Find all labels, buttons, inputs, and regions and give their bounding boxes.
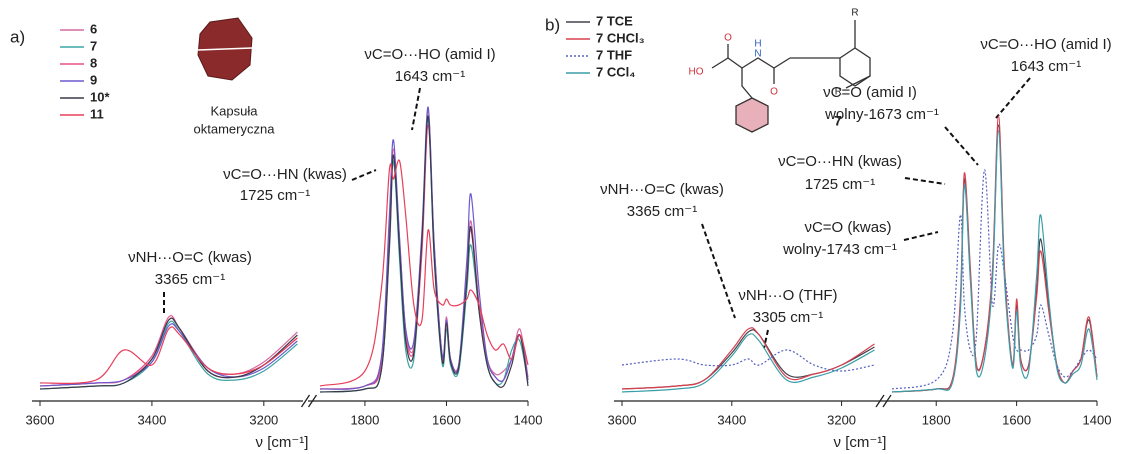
annotation: 1725 cm⁻¹ [240,187,310,204]
molecule [711,20,871,133]
x-axis-label: ν [cm⁻¹] [256,434,309,451]
panel-a: a) Kapsuła oktameryczna νNH···O=C (kwas)… [10,17,543,451]
legend-label: 11 [90,106,104,121]
spectrum-line [621,169,1098,390]
inset-label: oktameryczna [194,121,276,136]
x-tick-label: 1400 [1083,412,1112,427]
annotation: νNH···O=C (kwas) [128,249,252,266]
legend-label: 7 CHCl₃ [596,30,645,45]
leader-line [944,126,979,166]
legend-label: 6 [90,21,97,36]
leader-line [903,231,939,241]
annotation: νC=O (amid I) [823,84,917,101]
atom-label: N [754,49,761,60]
annotation: 1643 cm⁻¹ [1011,58,1081,75]
spectrum-line [39,115,529,393]
annotation: νC=O···HN (kwas) [223,166,347,183]
x-tick-label: 3600 [608,412,637,427]
panel-label: a) [10,27,25,46]
x-tick-label: 1800 [350,412,379,427]
atom-label: O [770,87,778,98]
annotation: 3305 cm⁻¹ [753,309,823,326]
annotation: νC=O···HN (kwas) [778,153,902,170]
inset-label: Kapsuła [211,103,259,118]
x-tick-label: 3200 [827,412,856,427]
axis-break [307,394,318,408]
leader-line [995,77,1031,119]
annotation: νC=O···HO (amid I) [980,36,1111,53]
atom-label: R [835,87,842,98]
atom-label: HO [689,67,704,78]
x-tick-label: 3200 [249,412,278,427]
legend-label: 9 [90,72,97,87]
annotation: νNH···O (THF) [738,287,837,304]
leader-line [904,177,946,185]
axis-break [300,394,311,408]
x-axis-label: ν [cm⁻¹] [834,434,887,451]
legend-label: 10* [90,89,110,104]
spectrum-line [39,159,529,387]
legend-label: 7 CCl₄ [596,64,635,79]
legend-label: 7 THF [596,47,632,62]
spectrum-line [39,118,529,393]
spectrum-line [621,130,1098,393]
annotation: wolny-1673 cm⁻¹ [824,106,939,123]
annotation: νC=O (kwas) [804,219,891,236]
leader-line [701,223,736,319]
x-tick-label: 1800 [922,412,951,427]
legend-label: 7 TCE [596,13,633,28]
leader-line [351,169,377,181]
annotation: 1725 cm⁻¹ [805,176,875,193]
capsule-seam [197,47,253,51]
x-tick-label: 1600 [432,412,461,427]
leader-line [411,87,421,131]
x-tick-label: 3600 [26,412,55,427]
compound-number: 7 [834,113,842,129]
panel-b: b) HO O H N O R R 7 νNH···O=C (kwas) 336… [545,8,1112,451]
atom-label: O [724,33,732,44]
x-tick-label: 3400 [717,412,746,427]
annotation: νNH···O=C (kwas) [600,181,724,198]
leader-line [763,329,769,349]
annotation: 1643 cm⁻¹ [395,68,465,85]
legend-label: 8 [90,55,97,70]
x-tick-label: 3400 [137,412,166,427]
atom-label: H [754,39,761,50]
x-tick-label: 1600 [1002,412,1031,427]
annotation: 3365 cm⁻¹ [627,203,697,220]
axis-break [875,394,885,408]
atom-label: R [851,8,858,19]
annotation: νC=O···HO (amid I) [364,46,495,63]
panel-label: b) [545,15,560,34]
spectrum-line [39,106,529,390]
annotation: wolny-1743 cm⁻¹ [782,241,897,258]
annotation: 3365 cm⁻¹ [155,271,225,288]
axis-break [882,394,892,408]
legend-label: 7 [90,38,97,53]
x-tick-label: 1400 [514,412,543,427]
